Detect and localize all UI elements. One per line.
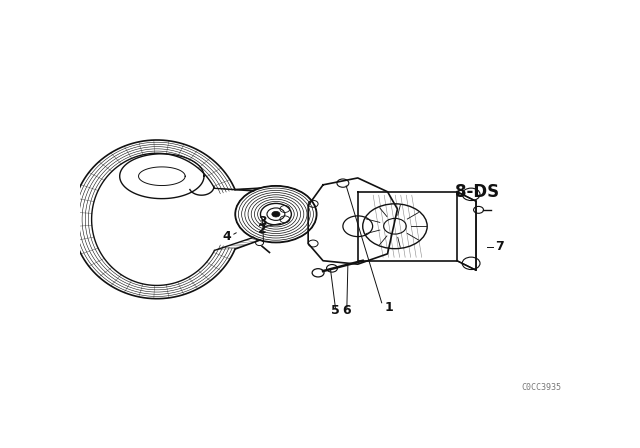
Text: 6: 6: [342, 304, 351, 317]
Text: 5: 5: [331, 304, 340, 317]
Text: 3: 3: [258, 215, 267, 228]
Text: C0CC3935: C0CC3935: [521, 383, 561, 392]
Circle shape: [272, 211, 280, 217]
Text: 8-DS: 8-DS: [455, 183, 499, 201]
Text: 1: 1: [384, 301, 393, 314]
Text: 7: 7: [495, 241, 504, 254]
Text: 4: 4: [222, 230, 230, 243]
Text: 2: 2: [258, 223, 267, 236]
